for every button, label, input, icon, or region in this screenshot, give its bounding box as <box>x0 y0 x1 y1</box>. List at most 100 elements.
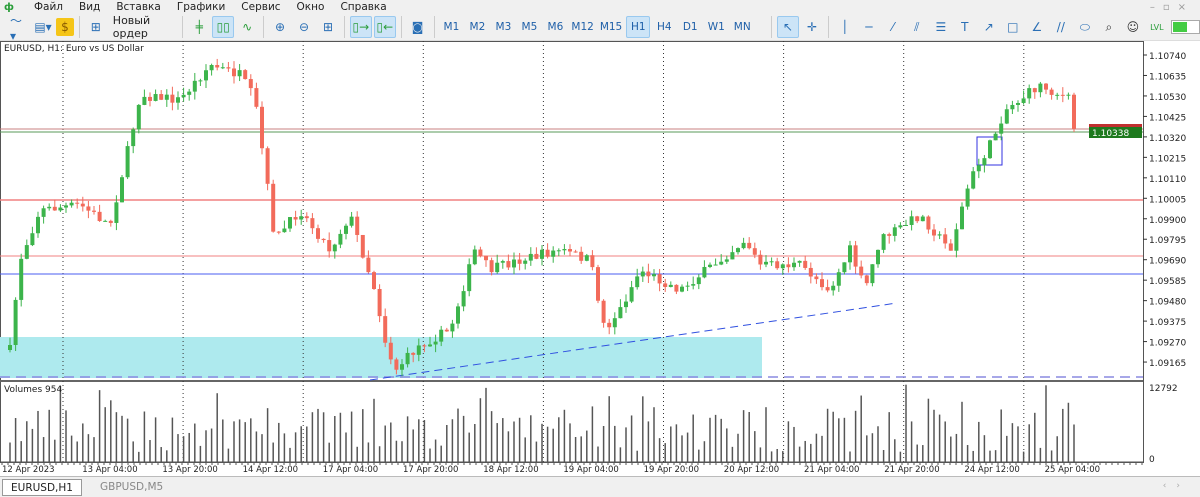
zoom-in-icon[interactable]: ⊕ <box>274 20 286 34</box>
candle <box>372 272 376 289</box>
tab-scroll-arrows[interactable]: ‹› <box>1162 481 1190 491</box>
candle <box>47 206 52 209</box>
candle <box>377 288 382 317</box>
candle <box>909 216 914 225</box>
trading-icon[interactable]: $ <box>56 18 74 36</box>
rectangle-icon[interactable]: □ <box>1007 20 1019 34</box>
candle <box>92 210 96 212</box>
ellipse-icon[interactable]: ⬭ <box>1079 19 1090 34</box>
candle <box>187 91 192 95</box>
candle <box>260 106 264 149</box>
tile-windows-icon[interactable]: ⊞ <box>322 20 334 34</box>
volume-bars <box>9 384 1075 462</box>
menu-window[interactable]: Окно <box>296 1 325 13</box>
candle <box>892 227 897 236</box>
autoscroll-icon[interactable]: ▯→ <box>349 16 372 38</box>
timeframe-d1[interactable]: D1 <box>682 21 698 33</box>
candle <box>786 264 791 268</box>
chart-template-icon[interactable]: ▤▾ <box>34 20 52 34</box>
candle <box>120 177 124 203</box>
candle <box>915 216 920 222</box>
candle <box>1010 104 1015 110</box>
new-order-icon[interactable]: ⊞ <box>90 20 101 34</box>
angle-line-icon[interactable]: ∠ <box>1031 20 1043 34</box>
menu-insert[interactable]: Вставка <box>116 1 161 13</box>
candle <box>870 264 875 284</box>
timeframe-w1[interactable]: W1 <box>707 21 725 33</box>
tab-eurusd-h1[interactable]: EURUSD,H1 <box>2 479 82 496</box>
line-icon[interactable]: ∿ <box>242 20 253 34</box>
price-chart[interactable]: 1.10740 1.10635 1.10530 1.10425 1.10320 1.102… <box>0 41 1200 477</box>
timeframe-m3[interactable]: M3 <box>495 21 512 33</box>
timeframe-m6[interactable]: M6 <box>547 21 564 33</box>
trendline-icon[interactable]: ⁄ <box>891 20 894 34</box>
price-tick-label: 1.09165 <box>1149 359 1186 369</box>
toggle-switch[interactable] <box>1170 20 1200 34</box>
candle <box>176 97 180 103</box>
candle <box>1072 94 1076 129</box>
timeframe-m2[interactable]: M2 <box>469 21 486 33</box>
account-icon[interactable]: ☺ <box>1126 20 1140 34</box>
support-zone <box>0 337 762 378</box>
candle <box>75 202 80 204</box>
fibonacci-icon[interactable]: ☰ <box>935 20 947 34</box>
candle <box>926 216 931 230</box>
cursor-icon[interactable]: ↖ <box>777 16 800 38</box>
volume-max-label: 12792 <box>1149 384 1178 394</box>
candle <box>52 206 57 211</box>
lvl-icon[interactable]: LVL <box>1150 22 1164 32</box>
screenshot-icon[interactable]: ◙ <box>411 20 424 34</box>
candle <box>512 259 516 268</box>
candle <box>388 342 393 360</box>
candle <box>797 260 802 263</box>
candle <box>304 216 309 219</box>
menu-tools[interactable]: Сервис <box>241 1 281 13</box>
candle <box>568 249 572 252</box>
parallel-lines-icon[interactable]: // <box>1056 20 1065 34</box>
chart-window[interactable]: 1.10740 1.10635 1.10530 1.10425 1.10320 1.102… <box>0 41 1200 476</box>
candle <box>702 266 707 278</box>
horizontal-line-icon[interactable]: ─ <box>865 20 873 34</box>
vertical-line-icon[interactable]: │ <box>841 20 849 34</box>
candlestick-icon[interactable]: ▯▯ <box>212 16 235 38</box>
zoom-out-icon[interactable]: ⊖ <box>298 20 310 34</box>
menu-help[interactable]: Справка <box>340 1 387 13</box>
timeframe-m1[interactable]: M1 <box>443 21 460 33</box>
candle <box>136 104 141 130</box>
chart-shift-icon[interactable]: ▯← <box>373 16 396 38</box>
timeframe-mn[interactable]: MN <box>733 21 751 33</box>
line-chart-dropdown-icon[interactable]: 〜▾ <box>10 13 23 43</box>
candle <box>954 229 959 251</box>
candle <box>1055 94 1060 96</box>
candle <box>724 259 729 262</box>
menu-charts[interactable]: Графики <box>176 1 226 13</box>
price-tick-label: 1.10320 <box>1149 134 1186 144</box>
price-tick-label: 1.09585 <box>1149 277 1186 287</box>
new-order-button[interactable]: Новый ордер <box>112 14 151 40</box>
candle <box>842 262 847 273</box>
candle <box>640 271 645 277</box>
menu-file[interactable]: Файл <box>34 1 64 13</box>
candle <box>747 242 752 249</box>
candle <box>254 88 259 107</box>
tab-gbpusd-m5[interactable]: GBPUSD,M5 <box>100 481 164 493</box>
crosshair-icon[interactable]: ✛ <box>807 20 818 34</box>
timeframe-h4[interactable]: H4 <box>656 21 672 33</box>
window-controls[interactable]: –▫× <box>1149 2 1194 13</box>
search-icon[interactable]: ⌕ <box>1105 19 1113 34</box>
arrow-icon[interactable]: ↗ <box>983 20 994 34</box>
candles <box>8 58 1076 377</box>
candle <box>450 323 455 332</box>
candle <box>64 205 68 208</box>
timeframe-m12[interactable]: M12 <box>571 21 594 33</box>
text-icon[interactable]: T <box>961 20 969 34</box>
menu-view[interactable]: Вид <box>79 1 101 13</box>
equidistant-channel-icon[interactable]: ⫽ <box>914 19 920 34</box>
timeframe-m15[interactable]: M15 <box>599 21 623 33</box>
candle <box>590 255 595 268</box>
bar-chart-icon[interactable]: ╪ <box>195 20 203 34</box>
candle <box>831 285 836 291</box>
timeframe-m5[interactable]: M5 <box>521 21 538 33</box>
candle <box>562 249 567 251</box>
timeframe-h1[interactable]: H1 <box>626 16 651 38</box>
